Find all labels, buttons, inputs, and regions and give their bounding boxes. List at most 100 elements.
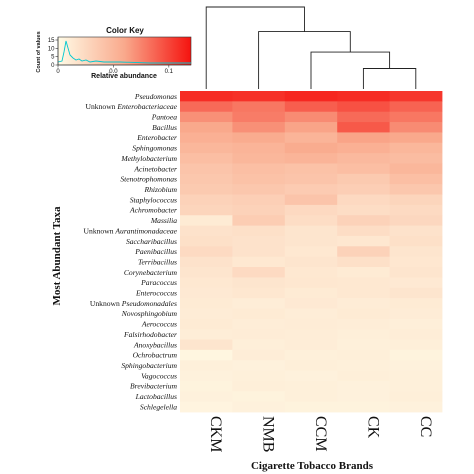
heatmap-cell xyxy=(337,380,390,392)
column-labels: CKM NMB CCM CK CC xyxy=(207,416,434,452)
row-label: Unknown Enterobacteriaceae xyxy=(86,102,178,111)
heatmap-cell xyxy=(337,287,390,299)
heatmap-cell xyxy=(232,391,286,403)
column-label: CCM xyxy=(312,416,329,452)
heatmap-cell xyxy=(337,339,390,351)
heatmap-cell xyxy=(389,298,443,309)
heatmap-cell xyxy=(232,360,286,371)
heatmap-cell xyxy=(284,204,338,216)
color-key-y-axis: 0 5 10 15 xyxy=(48,37,59,69)
heatmap-cell xyxy=(180,380,233,392)
heatmap-cell xyxy=(284,391,338,403)
heatmap-cells xyxy=(180,91,443,413)
heatmap-cell xyxy=(180,246,233,258)
heatmap-cell xyxy=(284,329,338,340)
heatmap-cell xyxy=(284,267,338,278)
row-label: Paracoccus xyxy=(140,278,177,287)
row-label: Unknown Aurantimonadaceae xyxy=(84,226,178,235)
row-label: Paenibacillus xyxy=(134,247,177,256)
row-label: Stenotrophomonas xyxy=(120,175,177,184)
heatmap-cell xyxy=(232,225,286,237)
heatmap-cell xyxy=(284,308,338,320)
heatmap-cell xyxy=(232,267,286,278)
heatmap-cell xyxy=(337,173,390,185)
heatmap-cell xyxy=(232,370,286,382)
heatmap-cell xyxy=(180,184,233,195)
heatmap-cell xyxy=(284,370,338,382)
heatmap-cell xyxy=(337,184,390,195)
row-label: Ochrobactrum xyxy=(133,351,178,360)
heatmap-cell xyxy=(284,111,338,123)
row-label: Lactobacillus xyxy=(135,392,177,401)
row-label: Corynebacterium xyxy=(124,268,178,277)
heatmap-cell xyxy=(284,277,338,289)
heatmap-cell xyxy=(337,256,390,268)
color-key-y-tick-label: 10 xyxy=(48,46,55,52)
row-label: Massilia xyxy=(150,216,177,225)
heatmap-cell xyxy=(180,173,233,185)
heatmap-cell xyxy=(180,308,233,320)
heatmap-cell xyxy=(232,91,286,102)
row-label: Saccharibacillus xyxy=(126,237,177,246)
heatmap-cell xyxy=(337,401,390,413)
heatmap-cell xyxy=(284,173,338,185)
heatmap-cell xyxy=(389,132,443,144)
heatmap-cell xyxy=(180,204,233,216)
heatmap-cell xyxy=(389,215,443,227)
row-label: Enterobacter xyxy=(136,133,177,142)
heatmap-cell xyxy=(337,329,390,340)
color-key-histogram xyxy=(57,40,191,64)
heatmap-cell xyxy=(284,91,338,102)
heatmap-cell xyxy=(232,101,286,113)
heatmap-cell xyxy=(232,184,286,195)
heatmap-cell xyxy=(284,287,338,299)
color-key-y-label: Count of values xyxy=(36,31,42,72)
column-dendrogram xyxy=(205,6,417,89)
row-label: Anoxybacillus xyxy=(133,340,177,349)
heatmap-cell xyxy=(284,194,338,206)
heatmap-cell xyxy=(389,204,443,216)
heatmap-cell xyxy=(337,194,390,206)
heatmap-cell xyxy=(180,256,233,268)
heatmap-cell xyxy=(389,349,443,361)
x-axis-label: Cigarette Tobacco Brands xyxy=(251,460,374,472)
heatmap-cell xyxy=(232,132,286,144)
heatmap-cell xyxy=(232,163,286,175)
row-label: Acinetobacter xyxy=(133,164,177,173)
heatmap-cell xyxy=(180,329,233,340)
heatmap-cell xyxy=(180,225,233,237)
column-label: CKM xyxy=(207,416,224,452)
heatmap-cell xyxy=(389,163,443,175)
column-label: CK xyxy=(364,416,381,439)
heatmap-cell xyxy=(232,287,286,299)
heatmap-cell xyxy=(180,163,233,175)
heatmap-cell xyxy=(232,401,286,413)
heatmap-cell xyxy=(337,215,390,227)
heatmap-cell xyxy=(284,101,338,113)
row-label: Enterococcus xyxy=(135,289,177,298)
heatmap-cell xyxy=(389,360,443,371)
heatmap-cell xyxy=(337,298,390,309)
heatmap-cell xyxy=(232,256,286,268)
heatmap-cell xyxy=(180,153,233,164)
heatmap-cell xyxy=(389,235,443,247)
heatmap-cell xyxy=(389,153,443,164)
heatmap-cell xyxy=(180,318,233,330)
heatmap-cell xyxy=(337,318,390,330)
row-label: Staphylococcus xyxy=(130,195,177,204)
heatmap-cell xyxy=(389,184,443,195)
heatmap-cell xyxy=(389,380,443,392)
heatmap-cell xyxy=(337,225,390,237)
heatmap-cell xyxy=(180,277,233,289)
heatmap-cell xyxy=(284,225,338,237)
heatmap-cell xyxy=(389,339,443,351)
dendrogram-branch xyxy=(205,6,305,89)
heatmap-cell xyxy=(180,194,233,206)
heatmap-cell xyxy=(389,111,443,123)
color-key-title: Color Key xyxy=(106,26,144,35)
heatmap-cell xyxy=(284,132,338,144)
row-label: Achromobacter xyxy=(129,206,177,215)
heatmap-cell xyxy=(337,308,390,320)
heatmap-cell xyxy=(389,173,443,185)
